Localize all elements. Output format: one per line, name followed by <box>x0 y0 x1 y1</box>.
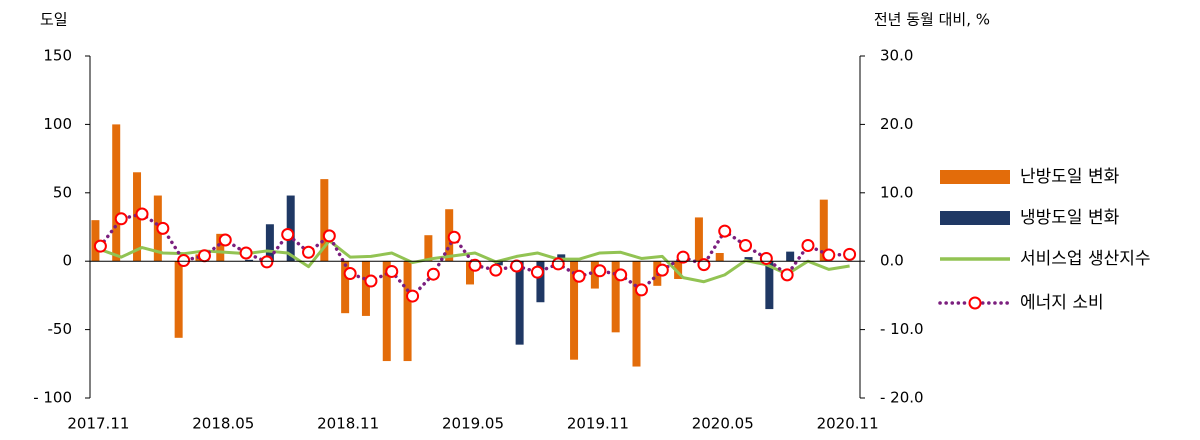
bar <box>403 261 412 362</box>
bar <box>424 235 433 262</box>
x-tick-label: 2020.05 <box>692 415 754 433</box>
point <box>822 248 836 262</box>
bar <box>694 217 703 262</box>
bar <box>466 261 474 285</box>
bar <box>361 261 370 316</box>
legend-swatch <box>940 170 1010 184</box>
point <box>260 255 274 269</box>
point <box>614 268 628 282</box>
y2-tick-label: 10.0 <box>880 183 913 201</box>
y2-tick-label: 0.0 <box>880 252 904 270</box>
bar <box>632 261 641 367</box>
y-tick-label: 50 <box>53 183 72 201</box>
point <box>447 230 461 244</box>
bar <box>286 195 295 262</box>
point <box>197 249 211 263</box>
point <box>843 247 857 261</box>
bar <box>382 261 391 362</box>
x-tick-label: 2019.05 <box>442 415 504 433</box>
point <box>718 224 732 238</box>
bar <box>494 261 503 266</box>
bar <box>174 261 183 338</box>
bar <box>611 261 620 333</box>
point <box>697 258 711 272</box>
legend-label: 서비스업 생산지수 <box>1020 249 1151 269</box>
x-tick-label: 2019.11 <box>567 415 629 433</box>
point <box>634 283 648 297</box>
bar <box>245 259 254 262</box>
line <box>98 212 852 298</box>
y-tick-label: - 100 <box>33 389 72 407</box>
x-tick-label: 2020.11 <box>817 415 879 433</box>
point <box>385 264 399 278</box>
bar <box>112 124 121 262</box>
legend-marker <box>968 296 982 310</box>
x-tick-label: 2017.11 <box>67 415 129 433</box>
bar <box>744 257 753 262</box>
y-tick-label: 150 <box>43 47 72 65</box>
point <box>322 229 336 243</box>
y2-tick-label: 30.0 <box>880 47 913 65</box>
point <box>780 268 794 282</box>
point <box>593 264 607 278</box>
point <box>302 245 316 259</box>
bar <box>819 199 828 262</box>
legend-label: 에너지 소비 <box>1020 293 1104 313</box>
bar <box>674 261 683 279</box>
x-tick-label: 2018.11 <box>317 415 379 433</box>
point <box>676 250 690 264</box>
point <box>759 251 773 265</box>
point <box>801 238 815 252</box>
bar <box>341 261 350 314</box>
bar <box>536 261 545 303</box>
point <box>406 289 420 303</box>
legend-label: 난방도일 변화 <box>1020 167 1120 187</box>
bar <box>320 179 329 262</box>
point <box>343 267 357 281</box>
point <box>239 246 253 260</box>
point <box>281 228 295 242</box>
point <box>489 263 503 277</box>
bar <box>715 252 724 262</box>
bar <box>765 261 774 310</box>
bar <box>265 224 274 262</box>
point <box>156 221 170 235</box>
legend-label: 냉방도일 변화 <box>1020 208 1120 228</box>
point <box>572 269 586 283</box>
y2-tick-label: - 20.0 <box>880 389 924 407</box>
point <box>135 207 149 221</box>
bar <box>570 261 579 360</box>
point <box>655 263 669 277</box>
point <box>177 254 191 268</box>
y2-tick-label: - 10.0 <box>880 320 924 338</box>
bar <box>515 261 524 345</box>
y2-tick-label: 20.0 <box>880 115 913 133</box>
point <box>364 274 378 288</box>
point <box>114 212 128 226</box>
y-axis-title: 도일 <box>40 11 68 29</box>
point <box>93 239 107 253</box>
legend-swatch <box>940 211 1010 225</box>
point <box>739 238 753 252</box>
point <box>218 233 232 247</box>
bar <box>91 220 100 262</box>
y-tick-label: -50 <box>48 320 73 338</box>
point <box>551 257 565 271</box>
point <box>510 259 524 273</box>
y-tick-label: 0 <box>62 252 72 270</box>
y-tick-label: 100 <box>43 115 72 133</box>
point <box>530 265 544 279</box>
point <box>426 267 440 281</box>
line <box>99 239 850 284</box>
y2-axis-title: 전년 동월 대비, % <box>874 11 990 29</box>
bar <box>216 233 225 262</box>
point <box>468 258 482 272</box>
bar <box>786 251 795 262</box>
x-tick-label: 2018.05 <box>192 415 254 433</box>
